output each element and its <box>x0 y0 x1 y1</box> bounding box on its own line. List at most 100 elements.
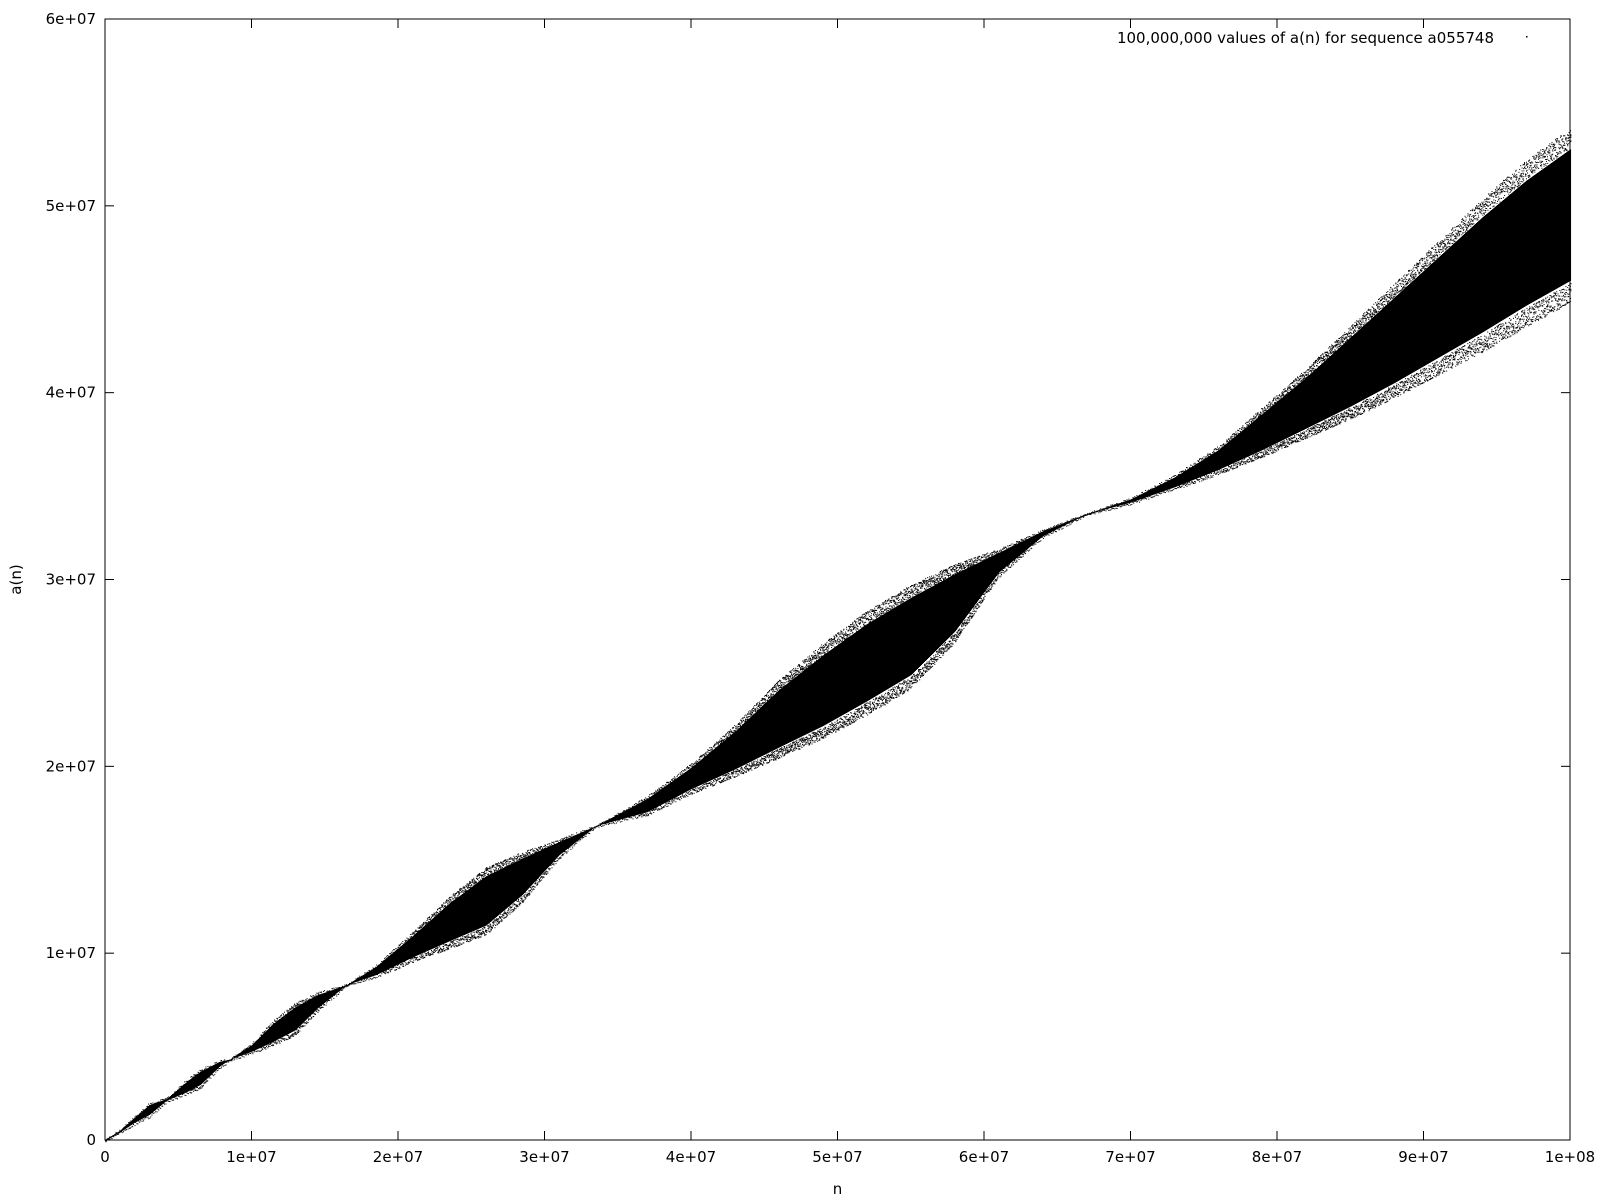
data-point <box>318 1010 320 1012</box>
data-point <box>741 719 743 721</box>
data-point-column <box>564 839 566 852</box>
data-point-column <box>248 1047 250 1054</box>
data-point <box>785 749 787 751</box>
data-point-column <box>233 1057 235 1059</box>
data-point <box>181 1085 183 1087</box>
data-point <box>246 1054 248 1056</box>
data-point <box>751 763 753 765</box>
data-point-column <box>344 985 346 988</box>
data-point-column <box>677 777 679 797</box>
data-point <box>646 815 648 817</box>
data-point <box>548 846 550 848</box>
data-point <box>503 863 505 865</box>
data-point-column <box>476 883 478 930</box>
data-point <box>421 956 423 958</box>
data-point <box>755 766 757 768</box>
data-point <box>367 978 369 980</box>
data-point <box>498 868 500 870</box>
data-point-column <box>829 650 831 723</box>
data-point <box>805 739 807 741</box>
data-point <box>538 848 540 850</box>
data-point <box>784 681 786 683</box>
data-point <box>751 769 753 771</box>
data-point <box>670 781 672 783</box>
data-point <box>765 700 767 702</box>
data-point <box>792 742 794 744</box>
data-point <box>277 1018 279 1020</box>
data-point <box>477 932 479 934</box>
data-point <box>785 677 787 679</box>
data-point-column <box>280 1018 282 1039</box>
data-point <box>334 994 336 996</box>
data-point <box>483 931 485 933</box>
data-point <box>493 922 495 924</box>
data-point <box>359 975 361 977</box>
data-point <box>410 958 412 960</box>
data-point <box>751 711 753 713</box>
data-point-column <box>537 851 539 880</box>
data-point <box>323 990 325 992</box>
data-point <box>645 797 647 799</box>
data-point <box>459 944 461 946</box>
data-point <box>572 847 574 849</box>
data-point <box>857 625 859 627</box>
data-point-column <box>815 661 817 730</box>
data-point <box>170 1096 172 1098</box>
data-point <box>517 857 519 859</box>
data-point <box>520 856 522 858</box>
data-point <box>685 796 687 798</box>
data-point <box>719 777 721 779</box>
data-point <box>309 1018 311 1020</box>
data-point <box>187 1093 189 1095</box>
data-point-column <box>792 679 794 742</box>
data-point <box>714 778 716 780</box>
data-point <box>854 713 856 715</box>
data-point <box>514 908 516 910</box>
data-point <box>718 778 720 780</box>
data-point-column <box>247 1048 249 1054</box>
data-point <box>509 911 511 913</box>
data-point <box>467 887 469 889</box>
data-point <box>458 891 460 893</box>
data-point-column <box>363 974 365 980</box>
data-point <box>499 866 501 868</box>
data-point <box>695 762 697 764</box>
data-point <box>345 986 347 988</box>
data-point-column <box>670 782 672 801</box>
data-point <box>806 737 808 739</box>
data-point <box>747 713 749 715</box>
data-point <box>750 765 752 767</box>
data-point <box>845 638 847 640</box>
data-point-column <box>328 991 330 1000</box>
data-point <box>282 1037 284 1039</box>
data-point <box>724 774 726 776</box>
data-point <box>183 1093 185 1095</box>
data-point <box>492 866 494 868</box>
data-point <box>825 652 827 654</box>
data-point <box>840 717 842 719</box>
data-point <box>452 901 454 903</box>
data-point <box>590 830 592 832</box>
data-point <box>421 924 423 926</box>
data-point <box>800 745 802 747</box>
data-point <box>786 746 788 748</box>
data-point <box>706 755 708 757</box>
data-point <box>545 847 547 849</box>
data-point <box>383 971 385 973</box>
data-point <box>303 1022 305 1024</box>
data-point-column <box>831 649 833 722</box>
data-point <box>214 1062 216 1064</box>
data-point <box>848 630 850 632</box>
data-point <box>207 1065 209 1067</box>
data-point <box>466 935 468 937</box>
data-point <box>587 832 589 834</box>
data-point <box>450 944 452 946</box>
data-point-column <box>490 874 492 923</box>
data-point <box>317 1009 319 1011</box>
data-point <box>576 832 578 834</box>
data-point <box>488 873 490 875</box>
data-point-column <box>525 857 527 892</box>
data-point <box>476 936 478 938</box>
data-point <box>690 768 692 770</box>
data-point-column <box>504 867 506 911</box>
